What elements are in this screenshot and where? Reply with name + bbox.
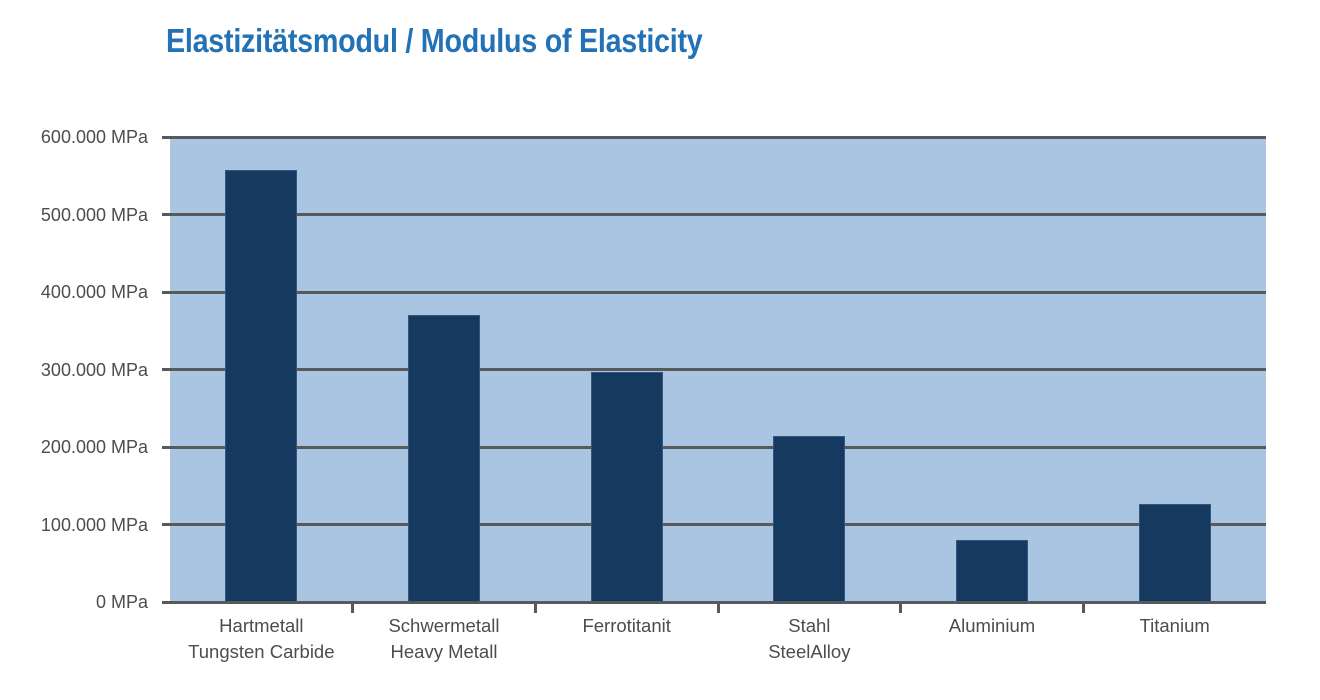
x-axis-tick — [716, 604, 720, 613]
x-axis-category-line: Heavy Metall — [390, 641, 498, 662]
x-axis-category-line: SteelAlloy — [768, 641, 851, 662]
x-axis-category-line: Tungsten Carbide — [188, 641, 335, 662]
x-axis-tick — [533, 604, 537, 613]
x-axis-category-label: Schwermetall Heavy Metall — [353, 613, 536, 665]
x-axis-category-label: Aluminium — [901, 613, 1084, 639]
x-axis-category-line: Aluminium — [948, 615, 1036, 636]
y-axis-tick-label: 200.000 MPa — [40, 437, 148, 457]
gridline — [162, 290, 1266, 294]
y-axis-tick-label: 300.000 MPa — [40, 359, 148, 380]
gridline — [162, 523, 1266, 526]
bar — [773, 436, 846, 602]
bar — [590, 371, 663, 602]
x-axis-category-line: Schwermetall — [388, 615, 500, 636]
gridline — [162, 368, 1266, 371]
x-axis-category-label: Ferrotitanit — [535, 613, 718, 639]
y-axis-tick-label: 500.000 MPa — [40, 204, 148, 225]
y-axis-tick-label: 100.000 MPa — [40, 514, 148, 535]
bar — [1138, 503, 1211, 602]
y-axis-tick-label: 400.000 MPa — [40, 282, 148, 302]
x-axis-category-line: Stahl — [788, 615, 831, 636]
x-axis-category-label: Hartmetall Tungsten Carbide — [170, 613, 353, 665]
x-axis-category-line: Hartmetall — [219, 615, 304, 636]
bar — [956, 540, 1028, 602]
gridline — [162, 600, 1266, 604]
x-axis-tick — [899, 604, 903, 613]
x-axis-tick — [351, 604, 355, 613]
x-axis-category-label: Stahl SteelAlloy — [718, 613, 901, 665]
x-axis-category-line: Titanium — [1139, 615, 1210, 636]
chart-title: Elastizitätsmodul / Modulus of Elasticit… — [166, 22, 703, 59]
x-axis-tick — [1081, 604, 1085, 613]
y-axis-tick-label: 600.000 MPa — [40, 127, 148, 147]
gridline — [162, 135, 1266, 139]
gridline — [162, 445, 1266, 449]
bar — [408, 315, 480, 602]
bar — [225, 170, 298, 602]
gridline — [162, 213, 1266, 216]
x-axis-category-line: Ferrotitanit — [582, 615, 671, 636]
x-axis-category-label: Titanium — [1083, 613, 1266, 639]
y-axis-tick-label: 0 MPa — [95, 592, 148, 612]
